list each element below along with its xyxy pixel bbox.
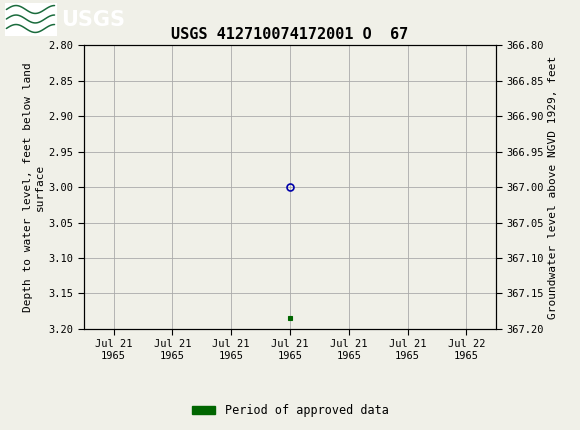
Text: USGS: USGS xyxy=(61,10,125,30)
Legend: Period of approved data: Period of approved data xyxy=(187,399,393,422)
Y-axis label: Depth to water level, feet below land
surface: Depth to water level, feet below land su… xyxy=(23,62,45,312)
Y-axis label: Groundwater level above NGVD 1929, feet: Groundwater level above NGVD 1929, feet xyxy=(548,55,558,319)
Bar xyxy=(5,3,57,37)
Text: USGS 412710074172001 O  67: USGS 412710074172001 O 67 xyxy=(171,27,409,42)
